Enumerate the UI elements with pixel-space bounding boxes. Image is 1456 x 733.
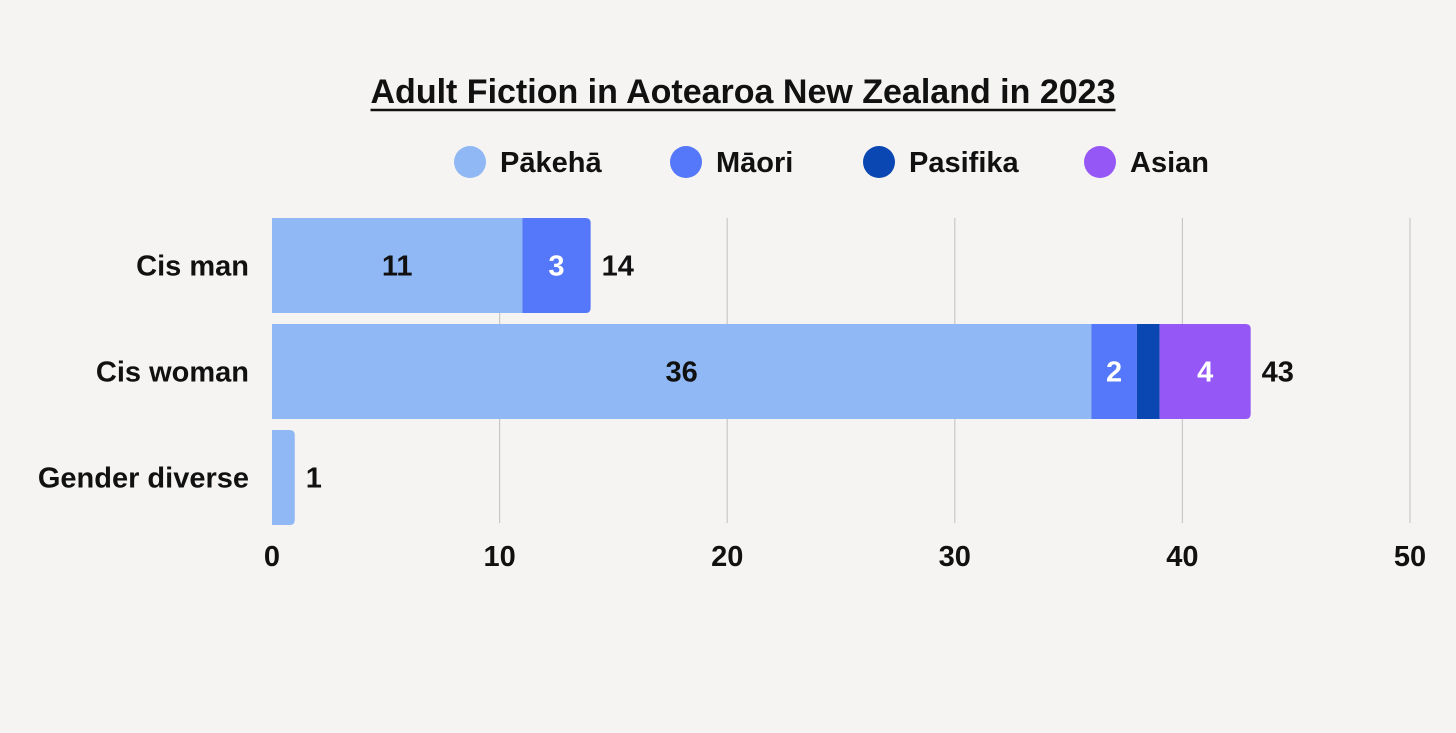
x-tick-label-20: 20 (711, 541, 743, 573)
segment-label-cis-woman-maori: 2 (1106, 357, 1122, 389)
x-tick-label-50: 50 (1394, 541, 1426, 573)
legend: Pākehā Māori Pasifika Asian (454, 146, 1209, 179)
legend-swatch-pakeha (454, 146, 486, 178)
legend-label-pasifika: Pasifika (909, 147, 1019, 179)
bar-segment-gender-diverse-pakeha (272, 430, 295, 525)
bar-segment-cis-woman-pakeha (272, 324, 1092, 419)
bar-segment-cis-woman-maori (1091, 324, 1137, 419)
legend-item-pakeha: Pākehā (454, 146, 602, 179)
segment-label-cis-man-pakeha: 11 (382, 251, 413, 283)
bar-gender-diverse: 1 (272, 430, 322, 525)
x-tick-label-40: 40 (1166, 541, 1198, 573)
total-label-cis-man: 14 (602, 251, 634, 283)
legend-item-asian: Asian (1084, 146, 1209, 179)
bar-segment-cis-woman-asian (1159, 324, 1251, 419)
category-label-cis-man: Cis man (136, 251, 249, 283)
x-axis-tick-labels: 0 10 20 30 40 50 (264, 541, 1426, 573)
legend-swatch-pasifika (863, 146, 895, 178)
bar-segment-cis-man-maori (522, 218, 591, 313)
legend-item-maori: Māori (670, 146, 793, 179)
segment-label-cis-man-maori: 3 (548, 251, 564, 283)
legend-swatch-asian (1084, 146, 1116, 178)
total-label-gender-diverse: 1 (306, 463, 322, 495)
category-label-cis-woman: Cis woman (96, 357, 249, 389)
total-label-cis-woman: 43 (1262, 357, 1294, 389)
x-tick-label-10: 10 (483, 541, 515, 573)
category-label-gender-diverse: Gender diverse (38, 463, 249, 495)
bar-cis-man: 11 3 14 (272, 218, 634, 313)
category-labels: Cis man Cis woman Gender diverse (38, 251, 249, 495)
bar-segment-cis-woman-pasifika (1136, 324, 1160, 419)
bars: 11 3 14 36 2 4 43 1 (272, 218, 1294, 525)
bar-cis-woman: 36 2 4 43 (272, 324, 1294, 419)
chart-title: Adult Fiction in Aotearoa New Zealand in… (371, 73, 1116, 111)
legend-label-asian: Asian (1130, 147, 1209, 179)
segment-label-cis-woman-pakeha: 36 (666, 357, 698, 389)
legend-label-maori: Māori (716, 147, 793, 179)
legend-item-pasifika: Pasifika (863, 146, 1019, 179)
legend-swatch-maori (670, 146, 702, 178)
legend-label-pakeha: Pākehā (500, 147, 602, 179)
bar-segment-cis-man-pakeha (272, 218, 523, 313)
x-tick-label-30: 30 (939, 541, 971, 573)
segment-label-cis-woman-asian: 4 (1197, 357, 1213, 389)
x-tick-label-0: 0 (264, 541, 280, 573)
